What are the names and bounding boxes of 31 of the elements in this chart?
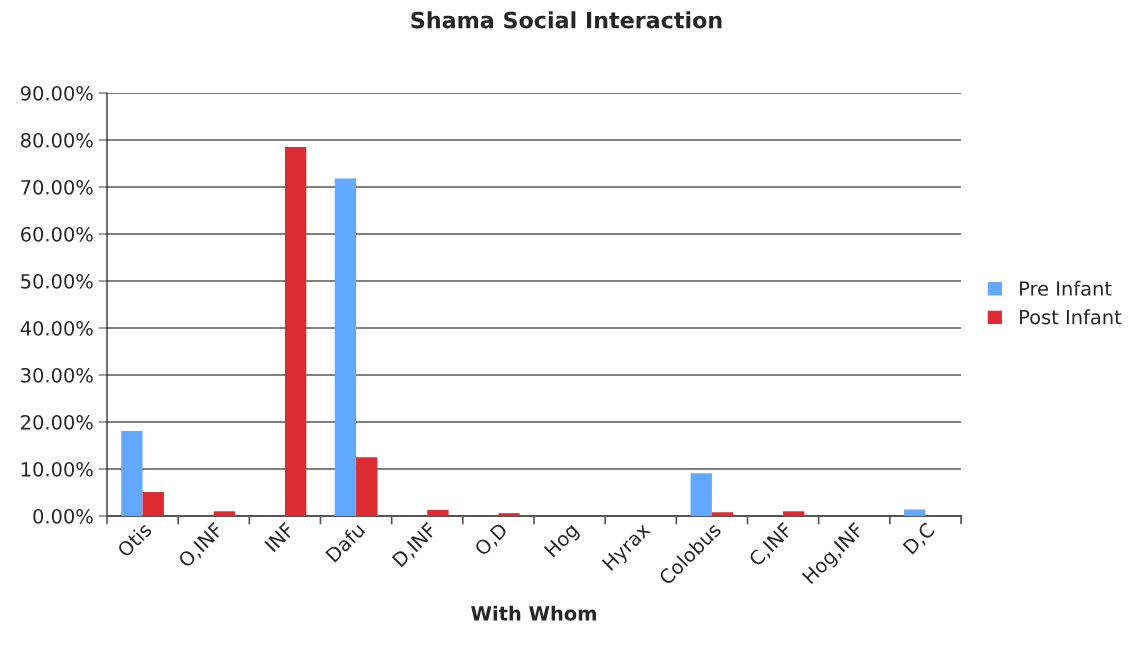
y-tick-label: 30.00% (21, 367, 93, 383)
legend-label: Pre Infant (1020, 280, 1112, 296)
bar (904, 509, 926, 516)
x-tick-label: O,D (473, 521, 510, 558)
bar (711, 512, 734, 516)
y-tick-label: 50.00% (21, 273, 93, 289)
bar (142, 492, 164, 516)
x-tick-label: INF (264, 522, 295, 553)
bar (690, 473, 712, 516)
bar (284, 147, 307, 516)
bar (213, 511, 236, 516)
bar (121, 430, 143, 516)
y-tick-label: 10.00% (21, 461, 93, 477)
legend-label: Post Infant (1020, 309, 1122, 325)
bar (498, 513, 520, 516)
y-tick-label: 70.00% (21, 179, 93, 195)
bar (334, 178, 357, 516)
x-tick-label: D,C (902, 521, 937, 557)
bar (356, 457, 378, 516)
chart-title: Shama Social Interaction (411, 11, 722, 29)
y-tick-label: 20.00% (21, 414, 93, 430)
bar (427, 509, 449, 516)
x-tick-label: Otis (116, 521, 153, 558)
y-tick-label: 80.00% (20, 132, 93, 148)
x-tick-label: Hog (543, 522, 582, 561)
y-tick-label: 0.00% (33, 508, 93, 524)
x-axis-title: With Whom (471, 605, 596, 621)
y-tick-label: 60.00% (21, 226, 93, 242)
y-tick-label: 90.00% (20, 85, 93, 101)
bar (783, 511, 805, 516)
y-tick-label: 40.00% (20, 320, 93, 336)
